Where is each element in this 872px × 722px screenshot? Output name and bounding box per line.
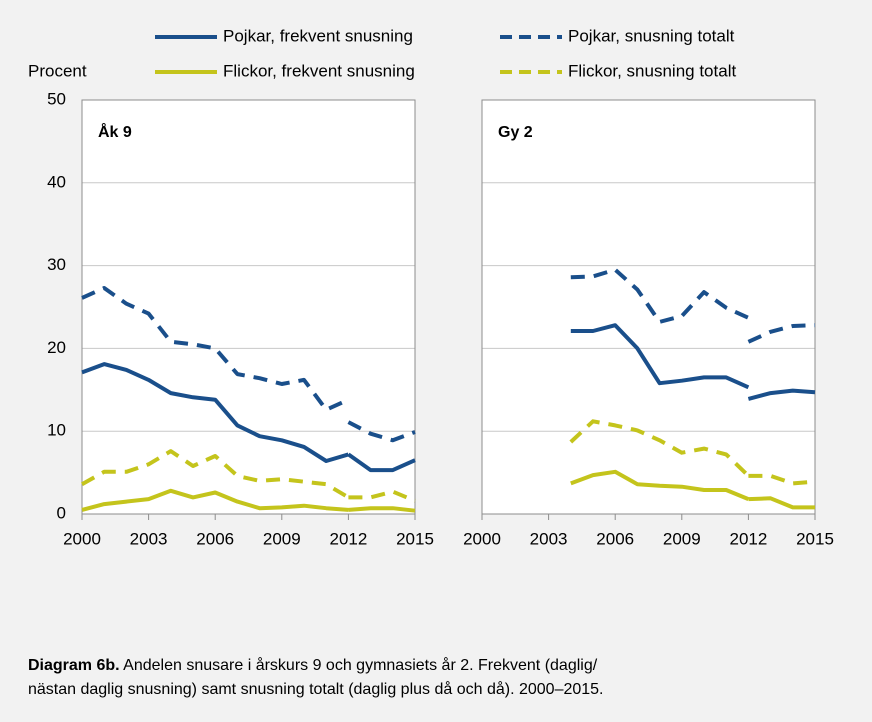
panel-title: Åk 9: [98, 122, 132, 141]
x-tick-label: 2006: [596, 529, 634, 548]
x-tick-label: 2006: [196, 529, 234, 548]
y-tick-label: 0: [57, 503, 66, 522]
y-tick-label: 20: [47, 338, 66, 357]
y-axis-label: Procent: [28, 61, 87, 80]
legend-label: Flickor, frekvent snusning: [223, 61, 415, 80]
x-tick-label: 2003: [130, 529, 168, 548]
y-tick-label: 40: [47, 172, 66, 191]
x-tick-label: 2003: [530, 529, 568, 548]
caption: Diagram 6b. Andelen snusare i årskurs 9 …: [28, 656, 598, 674]
caption-text: nästan daglig snusning) samt snusning to…: [28, 680, 604, 698]
plot-frame: [81, 99, 416, 515]
legend-label: Pojkar, snusning totalt: [568, 26, 735, 45]
x-tick-label: 2009: [263, 529, 301, 548]
x-tick-label: 2012: [729, 529, 767, 548]
x-tick-label: 2000: [63, 529, 101, 548]
caption-text: Andelen snusare i årskurs 9 och gymnasie…: [123, 656, 598, 674]
legend-label: Flickor, snusning totalt: [568, 61, 736, 80]
x-tick-label: 2015: [796, 529, 834, 548]
series-line: [570, 469, 815, 510]
x-tick-label: 2000: [463, 529, 501, 548]
series-line: [81, 488, 416, 513]
x-tick-label: 2015: [396, 529, 434, 548]
y-tick-label: 30: [47, 255, 66, 274]
series-line: [81, 449, 416, 503]
series-line: [569, 419, 816, 486]
series-line: [570, 323, 816, 401]
series-line: [81, 286, 416, 443]
panel-title: Gy 2: [498, 124, 533, 141]
y-tick-label: 50: [47, 89, 66, 108]
x-tick-label: 2009: [663, 529, 701, 548]
legend-label: Pojkar, frekvent snusning: [223, 26, 413, 45]
series-line: [570, 267, 816, 344]
plot-area: [82, 100, 415, 514]
series-line: [81, 362, 416, 473]
x-tick-label: 2012: [329, 529, 367, 548]
plot-frame: [481, 99, 816, 515]
caption-bold: Diagram 6b.: [28, 657, 120, 674]
y-tick-label: 10: [47, 421, 66, 440]
